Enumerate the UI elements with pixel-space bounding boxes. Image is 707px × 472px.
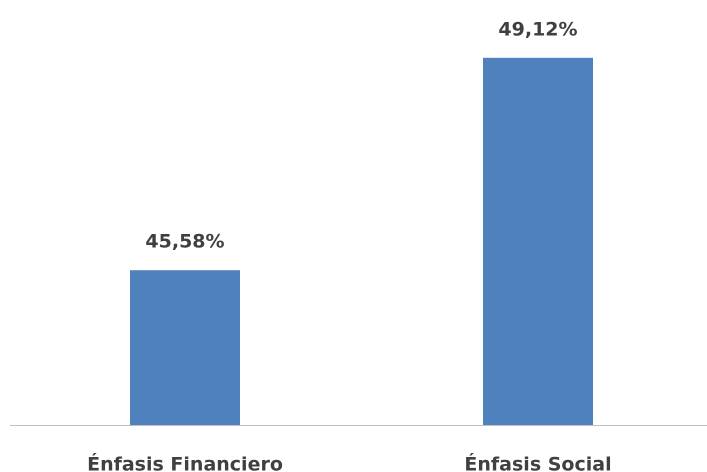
x-tick-label: Énfasis Social bbox=[464, 453, 611, 472]
x-tick-label: Énfasis Financiero bbox=[87, 453, 283, 472]
value-label: 45,58% bbox=[145, 231, 224, 253]
bar bbox=[483, 57, 593, 426]
value-label: 49,12% bbox=[498, 18, 577, 40]
bar bbox=[130, 270, 240, 425]
